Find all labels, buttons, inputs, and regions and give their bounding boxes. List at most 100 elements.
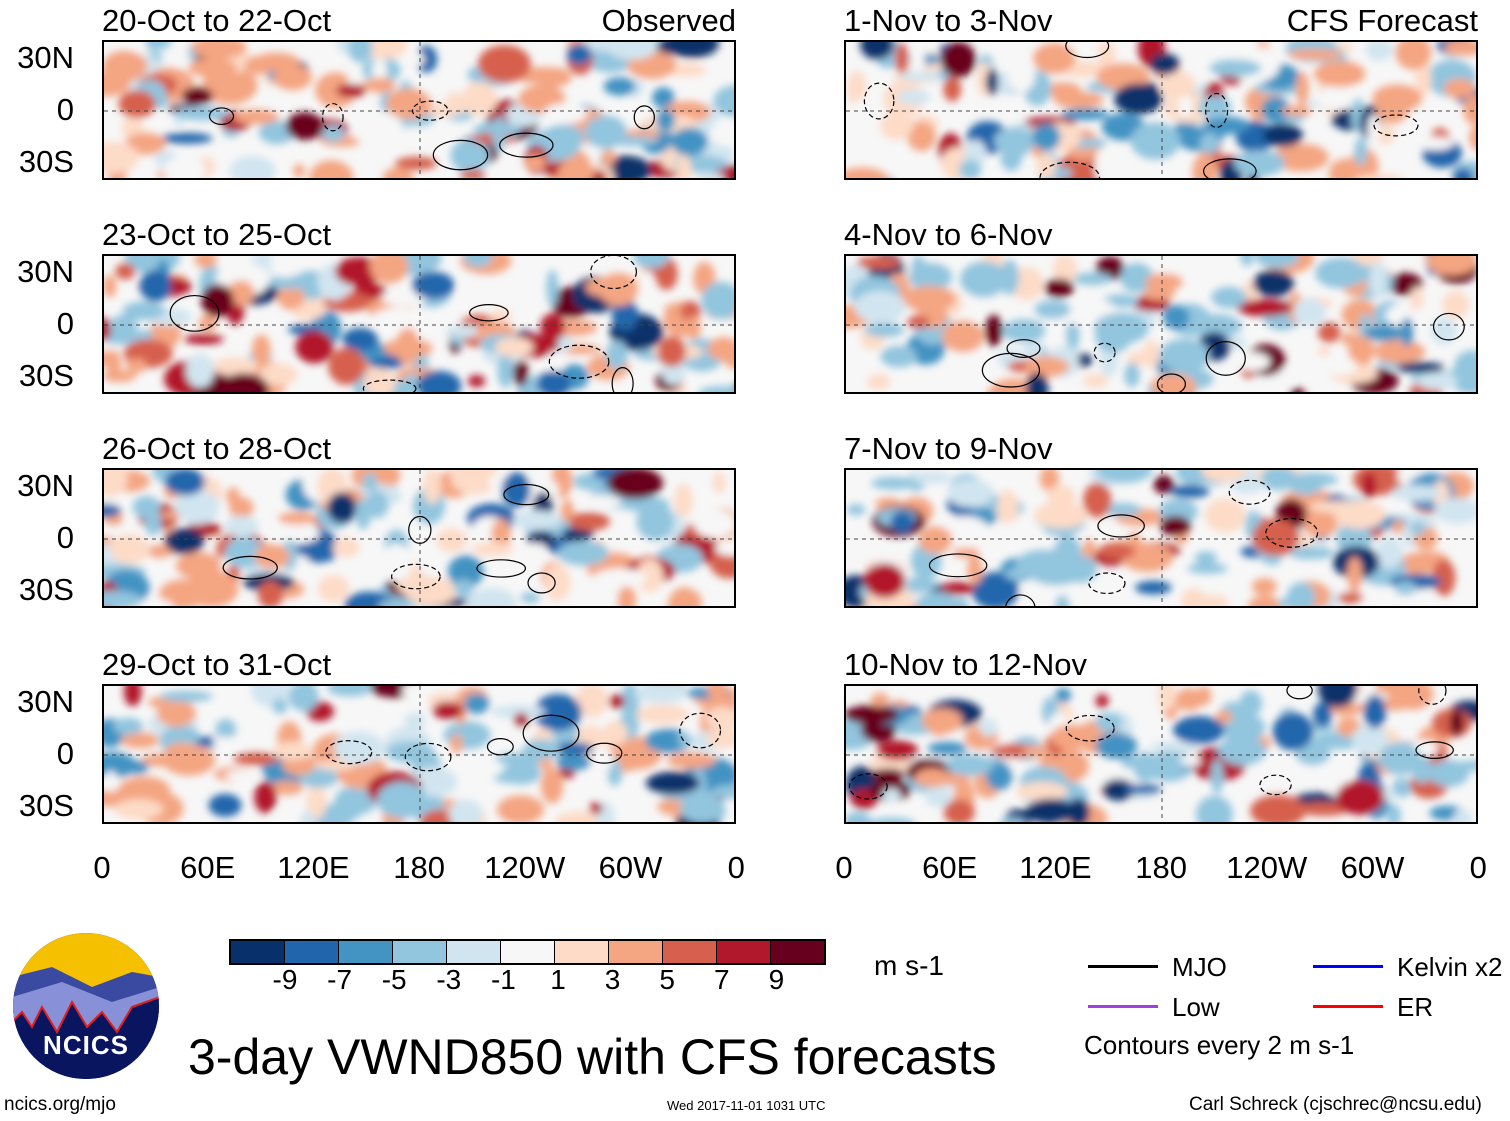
timestamp: Wed 2017-11-01 1031 UTC: [667, 1098, 826, 1113]
wind-anomaly-blob: [698, 386, 734, 392]
wind-anomaly-blob: [576, 495, 622, 510]
wind-anomaly-blob: [328, 347, 366, 385]
wind-anomaly-blob: [979, 718, 998, 737]
wind-anomaly-blob: [450, 733, 463, 754]
wind-anomaly-blob: [139, 270, 172, 302]
wind-anomaly-blob: [1469, 125, 1476, 151]
wind-anomaly-blob: [401, 686, 426, 699]
wind-anomaly-blob: [1253, 269, 1294, 298]
wind-anomaly-blob: [1123, 784, 1162, 795]
colorbar-swatch: [231, 941, 285, 963]
wind-anomaly-blob: [218, 373, 270, 392]
mjo-contour: [1415, 741, 1454, 759]
wind-anomaly-blob: [723, 344, 734, 369]
wind-anomaly-blob: [1039, 470, 1060, 492]
wind-anomaly-blob: [910, 471, 953, 484]
wind-anomaly-blob: [1254, 256, 1300, 268]
wind-anomaly-blob: [1032, 123, 1061, 151]
mjo-contour: [404, 742, 452, 772]
wind-anomaly-blob: [1095, 693, 1109, 708]
wind-anomaly-blob: [232, 109, 279, 125]
wind-anomaly-blob: [921, 708, 963, 734]
wind-anomaly-blob: [104, 770, 118, 793]
wind-anomaly-blob: [463, 256, 493, 268]
panel-title: 20-Oct to 22-Oct: [102, 3, 332, 38]
mjo-contour: [1228, 479, 1271, 505]
wind-anomaly-blob: [525, 153, 546, 172]
wind-anomaly-blob: [960, 261, 1008, 298]
colorbar-swatch: [501, 941, 555, 963]
wind-anomaly-blob: [546, 269, 559, 307]
panel-title: 10-Nov to 12-Nov: [844, 647, 1087, 682]
wind-anomaly-blob: [914, 768, 951, 788]
wind-anomaly-blob: [1033, 502, 1088, 529]
wind-anomaly-blob: [333, 731, 385, 765]
mjo-contour: [848, 773, 888, 800]
wind-anomaly-blob: [164, 470, 206, 496]
wind-anomaly-blob: [501, 472, 531, 508]
wind-anomaly-blob: [412, 271, 455, 300]
mjo-contour: [981, 352, 1041, 388]
mjo-contour: [548, 344, 610, 379]
wind-anomaly-blob: [144, 509, 162, 536]
mjo-contour: [486, 738, 514, 756]
wind-anomaly-blob: [198, 314, 217, 332]
lon-label: 0: [727, 850, 745, 885]
wind-anomaly-blob: [229, 155, 276, 178]
wind-anomaly-blob: [1036, 153, 1057, 178]
wind-anomaly-blob: [1196, 686, 1212, 706]
wind-anomaly-blob: [174, 106, 230, 121]
wind-anomaly-blob: [1199, 595, 1229, 606]
wind-anomaly-blob: [270, 780, 304, 796]
colorbar-swatch: [339, 941, 393, 963]
mjo-contour: [411, 100, 449, 121]
lon-label: 0: [835, 850, 853, 885]
wind-anomaly-blob: [1430, 317, 1458, 345]
wind-anomaly-blob: [1369, 261, 1387, 299]
wind-anomaly-blob: [636, 559, 664, 593]
wind-anomaly-blob: [104, 470, 128, 497]
wind-anomaly-blob: [1050, 724, 1093, 750]
map-panel: [844, 468, 1478, 608]
wind-anomaly-blob: [568, 512, 611, 531]
wind-anomaly-blob: [876, 740, 918, 761]
mjo-contour: [1097, 514, 1145, 538]
wind-anomaly-blob: [1177, 95, 1193, 117]
colorbar-label: 9: [768, 964, 785, 995]
mjo-contour: [679, 712, 722, 749]
wind-anomaly-blob: [266, 523, 320, 545]
wind-anomaly-blob: [906, 315, 930, 329]
wind-anomaly-blob: [126, 358, 147, 374]
wind-anomaly-blob: [1153, 475, 1175, 494]
legend-label: MJO: [1172, 952, 1227, 982]
wind-anomaly-blob: [1313, 702, 1332, 728]
wind-anomaly-blob: [940, 582, 976, 595]
wind-anomaly-blob: [1391, 484, 1441, 501]
wind-anomaly-blob: [1373, 339, 1426, 364]
wind-anomaly-blob: [943, 76, 962, 102]
wind-anomaly-blob: [315, 72, 357, 109]
colorbar-units: m s-1: [874, 950, 944, 981]
lon-label: 60E: [922, 850, 978, 885]
wind-anomaly-blob: [295, 330, 334, 364]
wind-anomaly-blob: [897, 89, 931, 105]
mjo-contour: [863, 82, 895, 120]
wind-anomaly-blob: [1287, 48, 1343, 61]
wind-anomaly-blob: [385, 741, 435, 763]
wind-anomaly-blob: [1236, 299, 1293, 317]
mjo-contour: [1205, 341, 1246, 376]
wind-anomaly-blob: [1410, 521, 1426, 536]
wind-anomaly-blob: [1119, 262, 1154, 293]
wind-anomaly-blob: [890, 510, 915, 533]
wind-anomaly-blob: [679, 793, 726, 822]
wind-anomaly-blob: [1286, 582, 1316, 606]
wind-anomaly-blob: [147, 544, 171, 559]
wind-anomaly-blob: [611, 299, 639, 331]
credit: Carl Schreck (cjschrec@ncsu.edu): [1189, 1094, 1482, 1115]
wind-anomaly-blob: [967, 555, 983, 585]
wind-anomaly-blob: [316, 760, 356, 771]
wind-anomaly-blob: [1187, 563, 1228, 574]
wind-anomaly-blob: [1114, 83, 1163, 115]
wind-anomaly-blob: [677, 154, 692, 178]
